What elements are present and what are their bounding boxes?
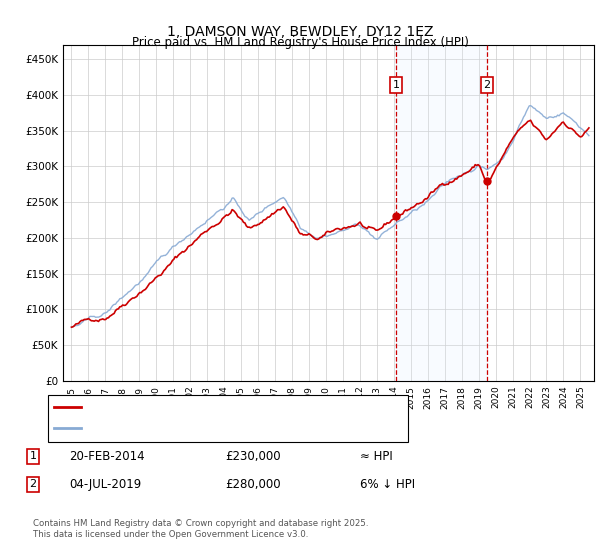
Text: £280,000: £280,000 xyxy=(225,478,281,491)
Text: Price paid vs. HM Land Registry's House Price Index (HPI): Price paid vs. HM Land Registry's House … xyxy=(131,36,469,49)
Bar xyxy=(396,45,487,381)
Text: Contains HM Land Registry data © Crown copyright and database right 2025.
This d: Contains HM Land Registry data © Crown c… xyxy=(33,520,368,539)
Text: 1: 1 xyxy=(392,80,400,90)
Text: 04-JUL-2019: 04-JUL-2019 xyxy=(69,478,141,491)
Text: 20-FEB-2014: 20-FEB-2014 xyxy=(69,450,145,463)
Text: 1, DAMSON WAY, BEWDLEY, DY12 1EZ: 1, DAMSON WAY, BEWDLEY, DY12 1EZ xyxy=(167,25,433,39)
Text: 2: 2 xyxy=(29,479,37,489)
Text: 1, DAMSON WAY, BEWDLEY, DY12 1EZ (detached house): 1, DAMSON WAY, BEWDLEY, DY12 1EZ (detach… xyxy=(87,402,381,412)
Text: 2: 2 xyxy=(484,80,491,90)
Text: HPI: Average price, detached house, Wyre Forest: HPI: Average price, detached house, Wyre… xyxy=(87,423,342,433)
Text: 6% ↓ HPI: 6% ↓ HPI xyxy=(360,478,415,491)
Text: ≈ HPI: ≈ HPI xyxy=(360,450,393,463)
Text: 1: 1 xyxy=(29,451,37,461)
Text: £230,000: £230,000 xyxy=(225,450,281,463)
